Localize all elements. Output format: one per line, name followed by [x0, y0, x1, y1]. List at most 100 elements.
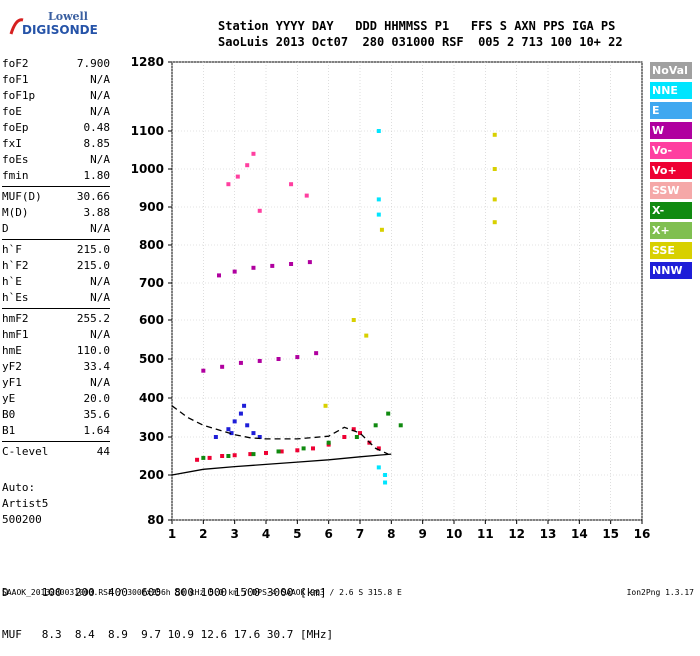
echo-point	[351, 318, 356, 322]
true-height-profile-line	[171, 453, 392, 476]
echo-point	[257, 435, 262, 439]
echo-point	[238, 411, 243, 416]
x-tick-label: 7	[356, 527, 364, 541]
echo-point	[376, 446, 381, 451]
parameter-value: N/A	[90, 275, 110, 288]
echo-point	[235, 174, 240, 179]
parameter-value: 255.2	[76, 312, 110, 325]
parameter-row: h`Es N/A	[2, 290, 110, 306]
parameter-value: 1.80	[83, 169, 111, 182]
parameter-value: 44	[96, 445, 110, 458]
parameter-row: hmE 110.0	[2, 343, 110, 359]
parameter-value: N/A	[90, 105, 110, 118]
parameter-row: yE 20.0	[2, 391, 110, 407]
parameter-value: 1.64	[83, 424, 111, 437]
echo-point	[242, 403, 247, 408]
parameter-value: N/A	[90, 89, 110, 102]
echo-point	[398, 423, 403, 428]
y-tick-label: 1000	[131, 162, 164, 176]
y-tick-label: 600	[139, 313, 164, 327]
echo-point	[364, 333, 369, 338]
parameter-value: N/A	[90, 328, 110, 341]
parameter-row: D N/A	[2, 221, 110, 237]
parameter-label: foF1p	[2, 89, 36, 102]
legend: NoVal NNE E W Vo- Vo+ SSW X- X+ SSE NNW	[650, 62, 692, 282]
parameter-row: h`E N/A	[2, 274, 110, 290]
parameter-value: 215.0	[76, 243, 110, 256]
autoscaling-info: Auto: Artist5 500200	[2, 480, 48, 528]
parameter-list: foF2 7.900 foF1 N/A foF1p N/A foE N/A foEp 0.48 fx…	[2, 56, 110, 460]
echo-point	[251, 265, 256, 270]
echo-point	[492, 167, 497, 171]
echo-point	[373, 423, 378, 428]
parameter-label: M(D)	[2, 206, 29, 219]
parameter-row: C-level 44	[2, 444, 110, 460]
echo-point	[351, 427, 356, 432]
echo-point	[358, 431, 362, 436]
legend-item: X+	[650, 222, 692, 239]
parameter-row: fxI 8.85	[2, 136, 110, 152]
footer-file-info: SAAOK_2013280031000.RSF / 300fx256h 50 k…	[2, 588, 402, 597]
parameter-value: 7.900	[76, 57, 110, 70]
echo-point	[279, 449, 284, 454]
echo-point	[226, 182, 231, 187]
echo-point	[229, 431, 234, 436]
y-tick-label: 400	[139, 391, 164, 405]
echo-point	[376, 129, 381, 133]
footer-version: Ion2Png 1.3.17	[626, 588, 694, 597]
echo-point	[276, 449, 281, 454]
header-row2: SaoLuis 2013 Oct07 280 031000 RSF 005 2 …	[218, 35, 623, 49]
echo-point	[326, 440, 331, 445]
parameter-label: hmE	[2, 344, 22, 357]
echo-point	[492, 132, 497, 137]
echo-point	[213, 435, 218, 439]
parameter-label: hmF2	[2, 312, 29, 325]
parameter-row: foEp 0.48	[2, 120, 110, 136]
logo-line2: DIGISONDE	[22, 23, 98, 37]
digisonde-logo: Lowell DIGISONDE	[8, 10, 158, 40]
echo-point	[257, 358, 262, 363]
parameter-row: foF1 N/A	[2, 72, 110, 88]
parameter-label: h`F	[2, 243, 22, 256]
legend-item: X-	[650, 202, 692, 219]
header-row1: Station YYYY DAY DDD HHMMSS P1 FFS S AXN…	[218, 19, 616, 33]
echo-point	[270, 263, 275, 268]
parameter-value: 8.85	[83, 137, 111, 150]
legend-item: Vo-	[650, 142, 692, 159]
echo-point	[376, 212, 381, 217]
parameter-value: N/A	[90, 73, 110, 86]
parameter-row: yF2 33.4	[2, 359, 110, 375]
parameter-row: M(D) 3.88	[2, 205, 110, 221]
parameter-label: foEp	[2, 121, 29, 134]
echo-point	[307, 260, 312, 265]
parameter-row: h`F 215.0	[2, 242, 110, 258]
echo-point	[354, 435, 359, 439]
x-tick-label: 12	[508, 527, 525, 541]
y-tick-label: 1100	[131, 124, 164, 138]
parameter-row: MUF(D) 30.66	[2, 189, 110, 205]
parameter-value: 0.48	[83, 121, 111, 134]
parameter-row: hmF1 N/A	[2, 327, 110, 343]
echo-point	[245, 423, 250, 428]
x-tick-label: 10	[446, 527, 463, 541]
legend-item: W	[650, 122, 692, 139]
parameter-label: B0	[2, 408, 16, 421]
muf-distance-row: D 100 200 400 600 800 1000 1500 3000 [km…	[2, 586, 327, 599]
x-tick-label: 6	[324, 527, 332, 541]
echo-point	[251, 431, 256, 436]
legend-item: Vo+	[650, 162, 692, 179]
parameter-label: foF1	[2, 73, 29, 86]
x-tick-label: 8	[387, 527, 395, 541]
x-tick-label: 11	[477, 527, 494, 541]
echo-point	[386, 411, 391, 416]
echo-point	[238, 360, 243, 365]
parameter-label: C-level	[2, 445, 49, 458]
legend-item: E	[650, 102, 692, 119]
echo-point	[379, 227, 384, 232]
echo-point	[217, 273, 221, 278]
echo-point	[323, 403, 328, 408]
parameter-row: hmF2 255.2	[2, 311, 110, 327]
parameter-value: 35.6	[83, 408, 111, 421]
auto-artist: Artist5	[2, 497, 49, 510]
muf-table: D 100 200 400 600 800 1000 1500 3000 [km…	[2, 558, 333, 656]
